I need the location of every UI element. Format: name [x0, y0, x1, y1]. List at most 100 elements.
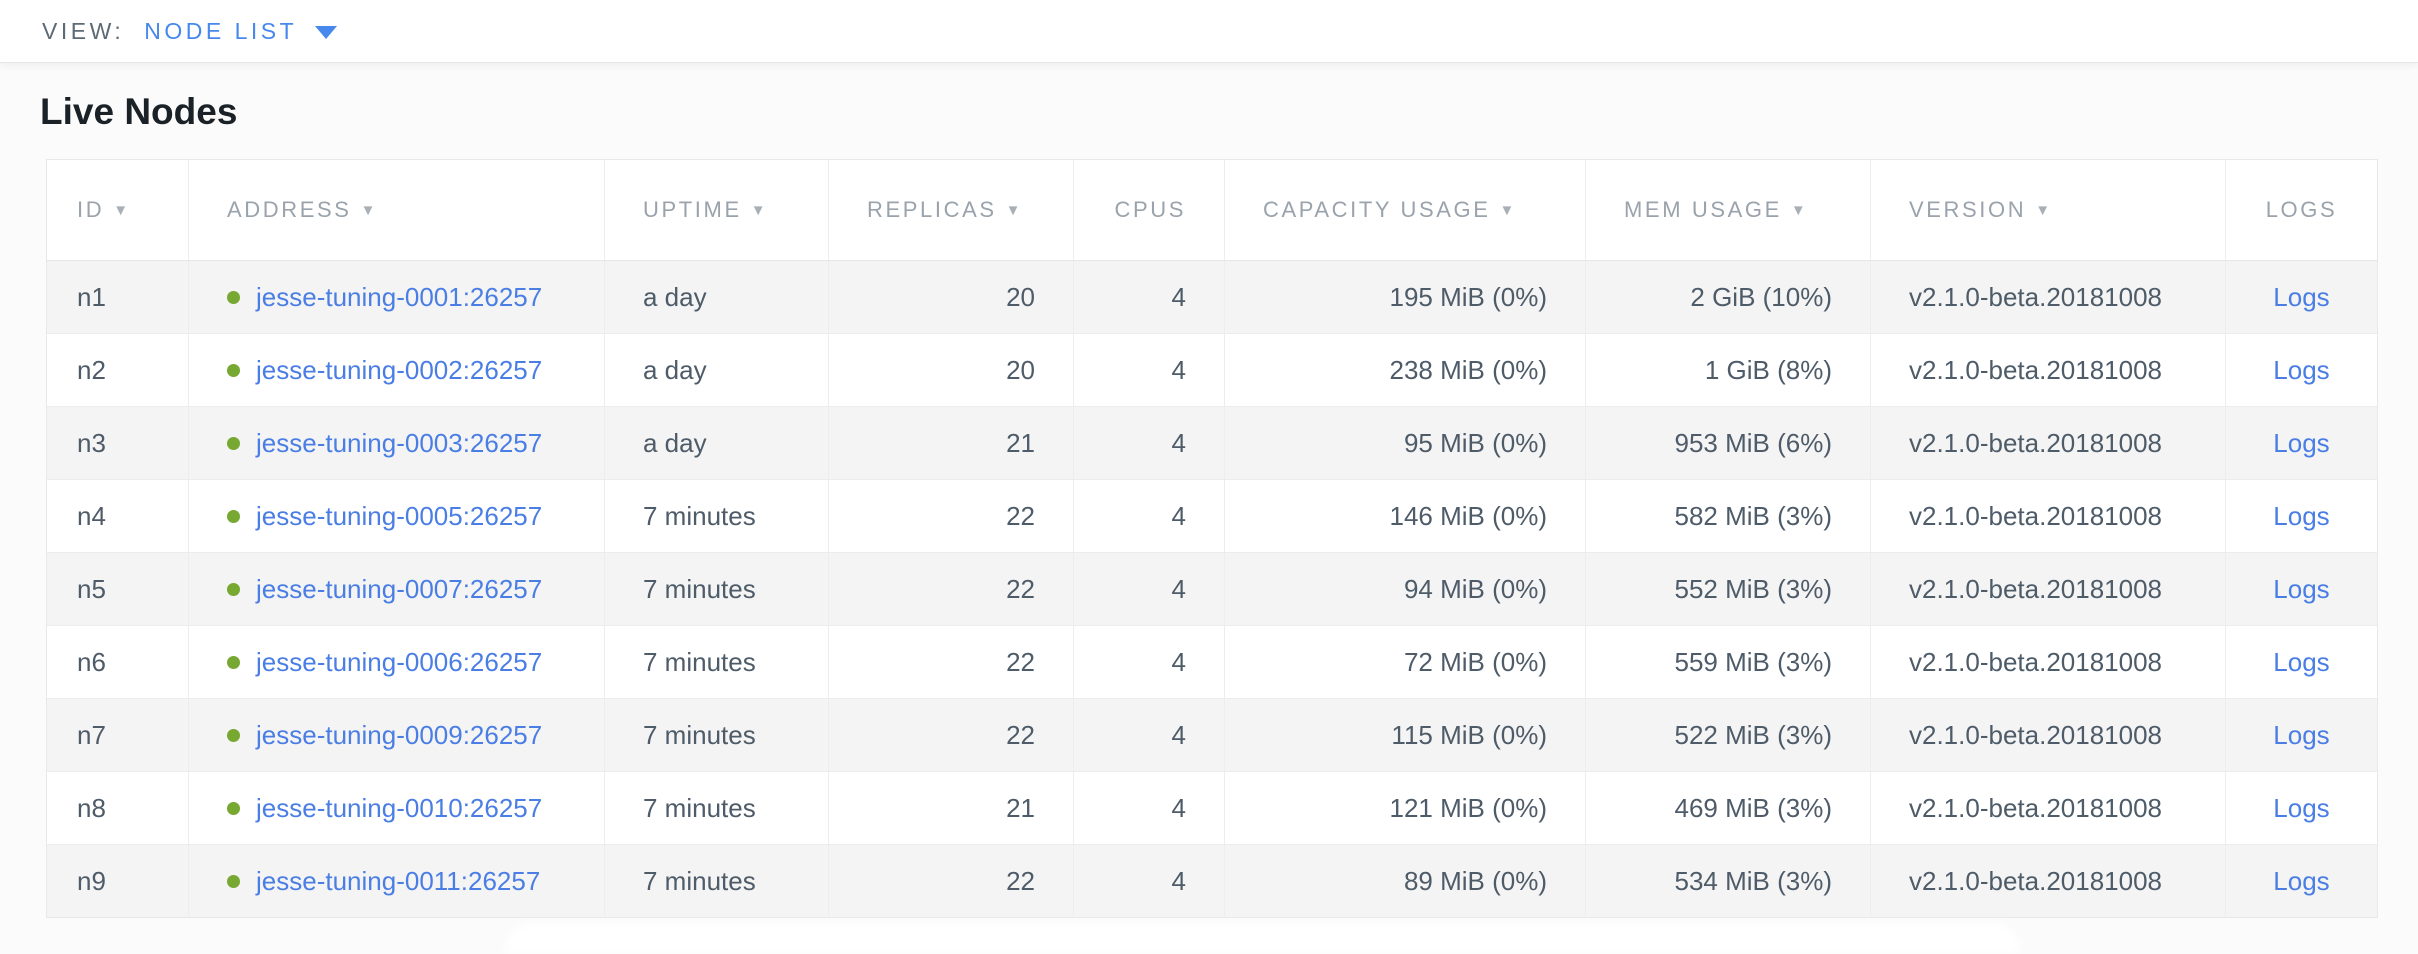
node-replicas-cell: 22	[828, 845, 1073, 917]
node-logs-cell: Logs	[2225, 772, 2377, 844]
node-live-status-dot	[227, 874, 240, 888]
node-uptime: a day	[643, 281, 707, 312]
node-logs-cell: Logs	[2225, 699, 2377, 771]
node-logs-cell: Logs	[2225, 261, 2377, 333]
node-logs-link[interactable]: Logs	[2273, 719, 2330, 750]
node-address-link[interactable]: jesse-tuning-0011:26257	[256, 865, 541, 896]
node-address-link[interactable]: jesse-tuning-0005:26257	[256, 500, 543, 531]
node-live-status-dot	[227, 728, 240, 742]
node-mem-usage-cell: 2 GiB (10%)	[1585, 261, 1870, 333]
node-mem-usage: 582 MiB (3%)	[1674, 500, 1833, 531]
node-cpus: 4	[1171, 646, 1186, 677]
node-uptime-cell: a day	[604, 407, 828, 479]
node-address-link[interactable]: jesse-tuning-0010:26257	[256, 792, 543, 823]
sort-desc-icon: ▼	[2035, 201, 2053, 219]
table-row: n9 jesse-tuning-0011:26257 7 minutes 22 …	[47, 844, 2377, 917]
view-dropdown-value: NODE LIST	[144, 17, 298, 44]
node-address-link[interactable]: jesse-tuning-0002:26257	[256, 354, 543, 385]
node-address-cell: jesse-tuning-0007:26257	[188, 553, 604, 625]
node-logs-link[interactable]: Logs	[2273, 500, 2330, 531]
node-replicas-cell: 22	[828, 626, 1073, 698]
next-section-top-edge	[505, 924, 2020, 954]
sort-desc-icon: ▼	[1499, 201, 1517, 219]
node-cpus-cell: 4	[1073, 553, 1224, 625]
node-live-status-dot	[227, 363, 240, 377]
node-address-cell: jesse-tuning-0001:26257	[188, 261, 604, 333]
node-logs-link[interactable]: Logs	[2273, 354, 2330, 385]
node-logs-link[interactable]: Logs	[2273, 281, 2330, 312]
node-mem-usage: 559 MiB (3%)	[1674, 646, 1833, 677]
node-replicas-cell: 21	[828, 407, 1073, 479]
node-logs-cell: Logs	[2225, 626, 2377, 698]
node-replicas: 20	[1006, 281, 1035, 312]
column-header-capacity-usage[interactable]: CAPACITY USAGE ▼	[1224, 160, 1585, 260]
column-header-cpus: CPUS ▼	[1073, 160, 1224, 260]
table-row: n1 jesse-tuning-0001:26257 a day 20 4 19…	[47, 261, 2377, 333]
column-header-label: CPUS	[1114, 197, 1186, 222]
node-uptime: 7 minutes	[643, 792, 756, 823]
node-version: v2.1.0-beta.20181008	[1909, 281, 2162, 312]
node-address-cell: jesse-tuning-0011:26257	[188, 845, 604, 917]
node-version-cell: v2.1.0-beta.20181008	[1870, 699, 2225, 771]
column-header-address[interactable]: ADDRESS ▼	[188, 160, 604, 260]
node-mem-usage: 534 MiB (3%)	[1674, 865, 1833, 896]
node-uptime: a day	[643, 354, 707, 385]
node-replicas: 21	[1006, 792, 1035, 823]
node-capacity-usage-cell: 95 MiB (0%)	[1224, 407, 1585, 479]
node-mem-usage: 522 MiB (3%)	[1674, 719, 1833, 750]
live-nodes-table: ID ▼ ADDRESS ▼ UPTIME ▼ REPLICAS ▼ CPUS …	[46, 159, 2378, 918]
node-cpus: 4	[1171, 792, 1186, 823]
column-header-label: LOGS	[2265, 197, 2338, 222]
node-uptime: 7 minutes	[643, 719, 756, 750]
node-live-status-dot	[227, 436, 240, 450]
view-bar: VIEW: NODE LIST	[0, 0, 2418, 63]
node-logs-link[interactable]: Logs	[2273, 646, 2330, 677]
node-address-link[interactable]: jesse-tuning-0001:26257	[256, 281, 543, 312]
node-address-link[interactable]: jesse-tuning-0007:26257	[256, 573, 543, 604]
node-id: n5	[77, 573, 106, 604]
node-version: v2.1.0-beta.20181008	[1909, 719, 2162, 750]
node-version: v2.1.0-beta.20181008	[1909, 427, 2162, 458]
node-capacity-usage-cell: 238 MiB (0%)	[1224, 334, 1585, 406]
column-header-id[interactable]: ID ▼	[47, 160, 188, 260]
column-header-logs: LOGS ▼	[2225, 160, 2377, 260]
node-capacity-usage: 72 MiB (0%)	[1403, 646, 1547, 677]
node-logs-link[interactable]: Logs	[2273, 865, 2330, 896]
dropdown-caret-icon	[315, 26, 338, 39]
table-row: n3 jesse-tuning-0003:26257 a day 21 4 95…	[47, 406, 2377, 479]
node-address-link[interactable]: jesse-tuning-0009:26257	[256, 719, 543, 750]
column-header-replicas[interactable]: REPLICAS ▼	[828, 160, 1073, 260]
node-logs-cell: Logs	[2225, 480, 2377, 552]
node-logs-cell: Logs	[2225, 553, 2377, 625]
node-capacity-usage: 121 MiB (0%)	[1389, 792, 1548, 823]
node-uptime-cell: 7 minutes	[604, 626, 828, 698]
column-header-uptime[interactable]: UPTIME ▼	[604, 160, 828, 260]
node-capacity-usage: 238 MiB (0%)	[1389, 354, 1548, 385]
node-replicas: 22	[1006, 865, 1035, 896]
node-cpus-cell: 4	[1073, 699, 1224, 771]
column-header-mem-usage[interactable]: MEM USAGE ▼	[1585, 160, 1870, 260]
node-id-cell: n9	[47, 845, 188, 917]
node-live-status-dot	[227, 509, 240, 523]
page-title: Live Nodes	[40, 91, 238, 132]
node-version-cell: v2.1.0-beta.20181008	[1870, 845, 2225, 917]
node-version-cell: v2.1.0-beta.20181008	[1870, 553, 2225, 625]
node-live-status-dot	[227, 655, 240, 669]
node-logs-link[interactable]: Logs	[2273, 427, 2330, 458]
node-address-link[interactable]: jesse-tuning-0003:26257	[256, 427, 543, 458]
node-id-cell: n8	[47, 772, 188, 844]
column-header-version[interactable]: VERSION ▼	[1870, 160, 2225, 260]
node-cpus: 4	[1171, 500, 1186, 531]
node-id-cell: n2	[47, 334, 188, 406]
node-id-cell: n1	[47, 261, 188, 333]
view-dropdown[interactable]: NODE LIST	[144, 17, 338, 45]
node-live-status-dot	[227, 290, 240, 304]
table-row: n4 jesse-tuning-0005:26257 7 minutes 22 …	[47, 479, 2377, 552]
node-mem-usage: 2 GiB (10%)	[1690, 281, 1832, 312]
node-logs-link[interactable]: Logs	[2273, 792, 2330, 823]
node-mem-usage: 1 GiB (8%)	[1704, 354, 1832, 385]
node-address-cell: jesse-tuning-0010:26257	[188, 772, 604, 844]
node-logs-link[interactable]: Logs	[2273, 573, 2330, 604]
node-replicas: 22	[1006, 500, 1035, 531]
node-address-link[interactable]: jesse-tuning-0006:26257	[256, 646, 543, 677]
